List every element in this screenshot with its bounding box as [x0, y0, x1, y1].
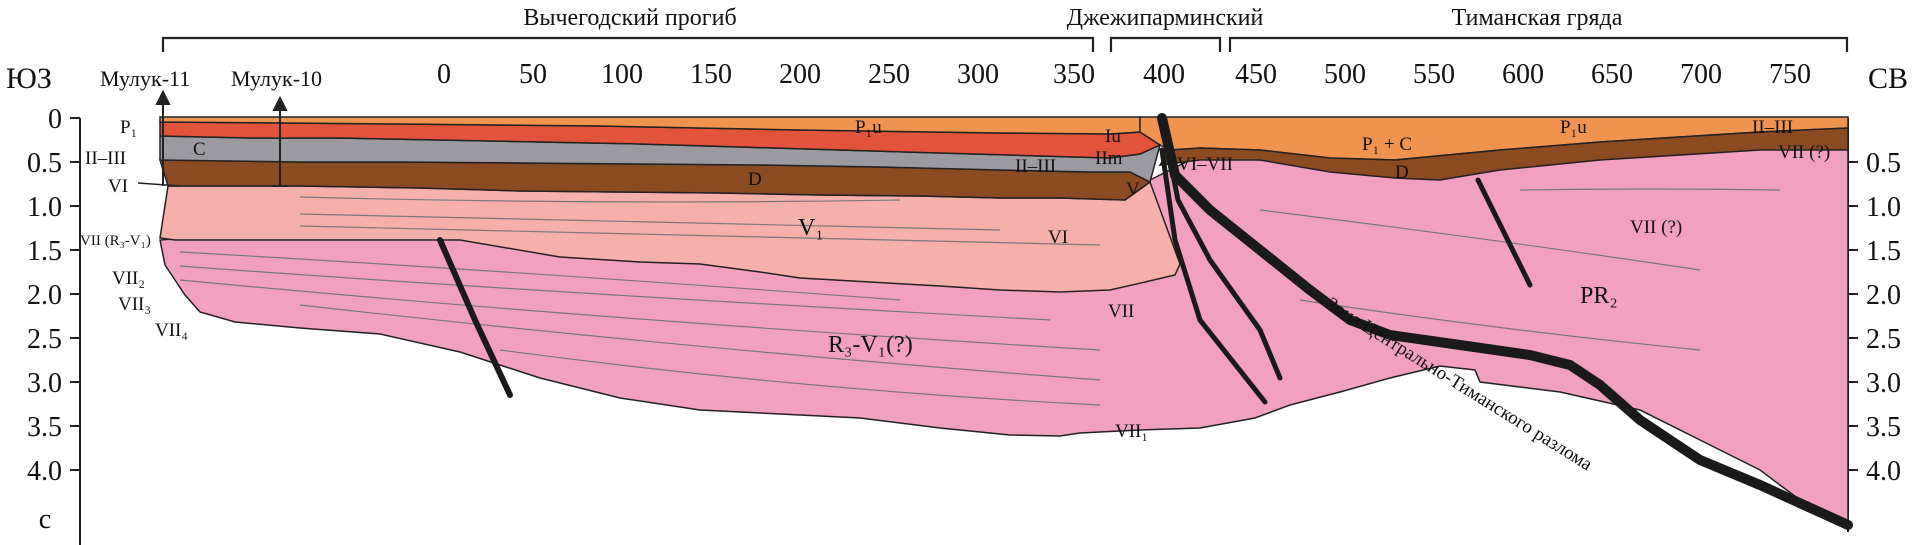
- fault-right: [1475, 177, 1533, 288]
- label-vii-q: VII (?): [1630, 217, 1682, 238]
- time-tick: 3.0: [27, 368, 62, 399]
- label-p1u-b: P₁u: [1560, 117, 1587, 138]
- region-label-dzhezhim: Джежипарминский: [1067, 5, 1264, 31]
- label-vii-mid: VII: [1108, 301, 1134, 322]
- time-tick: 0.5: [27, 148, 62, 179]
- distance-axis: 0 50 100 150 200 250 300 350 400 450 500…: [437, 59, 1811, 90]
- bracket-timan: [1228, 36, 1849, 52]
- layer-brown-right: [1158, 127, 1849, 181]
- fault-left: [437, 237, 513, 398]
- time-tick-right: 0.5: [1866, 148, 1901, 179]
- time-tick: 1.5: [27, 236, 62, 267]
- time-axis-right: 0.5 1.0 1.5 2.0 2.5 3.0 3.5 4.0: [1847, 118, 1901, 532]
- label-vii1: VII₁: [1115, 421, 1148, 442]
- well-label-muluk11: Мулук-11: [100, 66, 190, 91]
- reflectors: [179, 188, 1781, 406]
- label-iim: IIm: [1095, 148, 1123, 169]
- label-v1: V₁: [798, 215, 824, 241]
- region-brackets: [161, 36, 1849, 52]
- time-unit: с: [39, 504, 51, 535]
- distance-tick: 0: [437, 59, 451, 90]
- horizon-ii-iii: II–III: [85, 148, 126, 169]
- distance-tick: 250: [868, 59, 910, 90]
- horizon-vii4: VII₄: [155, 320, 188, 341]
- time-tick: 4.0: [27, 456, 62, 487]
- time-tick-right: 1.0: [1866, 192, 1901, 223]
- distance-tick: 350: [1053, 59, 1095, 90]
- horizon-c: C: [193, 139, 206, 160]
- label-vi-mid: VI: [1048, 227, 1068, 248]
- fault-mid-2: [1159, 147, 1268, 405]
- horizon-vi: VI: [108, 176, 128, 197]
- distance-tick: 550: [1413, 59, 1455, 90]
- distance-tick: 100: [601, 59, 643, 90]
- direction-sw: ЮЗ: [6, 62, 52, 95]
- time-tick: 0: [48, 104, 62, 135]
- time-tick: 2.5: [27, 324, 62, 355]
- label-p1c: P₁ + C: [1362, 134, 1412, 155]
- label-ii-iii-mid: II–III: [1015, 156, 1056, 177]
- label-iu: Iu: [1105, 126, 1121, 147]
- time-tick: 2.0: [27, 280, 62, 311]
- region-label-timan: Тиманская гряда: [1452, 5, 1623, 31]
- label-d-b: D: [1395, 162, 1409, 183]
- label-p1u-a: P₁u: [855, 117, 882, 138]
- label-r3v1: R₃-V₁(?): [828, 332, 913, 358]
- time-tick-right: 2.5: [1866, 324, 1901, 355]
- label-vii-q-right: VII (?): [1778, 142, 1830, 163]
- horizon-vii-r3v1: VII (R₃-V₁): [80, 233, 151, 249]
- distance-tick: 400: [1143, 59, 1185, 90]
- distance-tick: 50: [519, 59, 547, 90]
- horizon-p1: P₁: [120, 117, 137, 138]
- label-pr2: PR₂: [1580, 283, 1618, 309]
- bracket-vychegda: [161, 36, 1095, 52]
- left-horizon-labels: P₁ C II–III VI VII (R₃-V₁) VII₂ VII₃ VII…: [80, 117, 206, 341]
- time-tick: 1.0: [27, 192, 62, 223]
- distance-tick: 200: [779, 59, 821, 90]
- distance-tick: 300: [957, 59, 999, 90]
- direction-ne: СВ: [1868, 62, 1908, 95]
- distance-tick: 500: [1324, 59, 1366, 90]
- time-tick-right: 1.5: [1866, 236, 1901, 267]
- well-label-muluk10: Мулук-10: [231, 66, 322, 91]
- fault-main-zone: [1157, 113, 1853, 530]
- layers: [158, 116, 1849, 529]
- distance-tick: 450: [1235, 59, 1277, 90]
- distance-tick: 600: [1502, 59, 1544, 90]
- label-v: V: [1126, 179, 1140, 200]
- label-vi-vii: VI–VII: [1177, 154, 1233, 175]
- distance-tick: 650: [1591, 59, 1633, 90]
- region-label-vychegda: Вычегодский прогиб: [523, 5, 736, 31]
- horizon-vii3: VII₃: [118, 294, 151, 315]
- horizon-vii2: VII₂: [112, 268, 145, 289]
- wells: [155, 89, 288, 187]
- label-ii-iii-right: II–III: [1752, 117, 1793, 138]
- faults: [437, 113, 1853, 530]
- distance-tick: 150: [690, 59, 732, 90]
- time-axis-left: 0 0.5 1.0 1.5 2.0 2.5 3.0 3.5 4.0 с: [27, 104, 81, 545]
- time-tick-right: 2.0: [1866, 280, 1901, 311]
- distance-tick: 700: [1680, 59, 1722, 90]
- time-tick: 3.5: [27, 412, 62, 443]
- label-d-a: D: [748, 169, 762, 190]
- time-tick-right: 3.0: [1866, 368, 1901, 399]
- bracket-dzhezhim: [1109, 36, 1222, 52]
- time-tick-right: 4.0: [1866, 456, 1901, 487]
- distance-tick: 750: [1769, 59, 1811, 90]
- time-tick-right: 3.5: [1866, 412, 1901, 443]
